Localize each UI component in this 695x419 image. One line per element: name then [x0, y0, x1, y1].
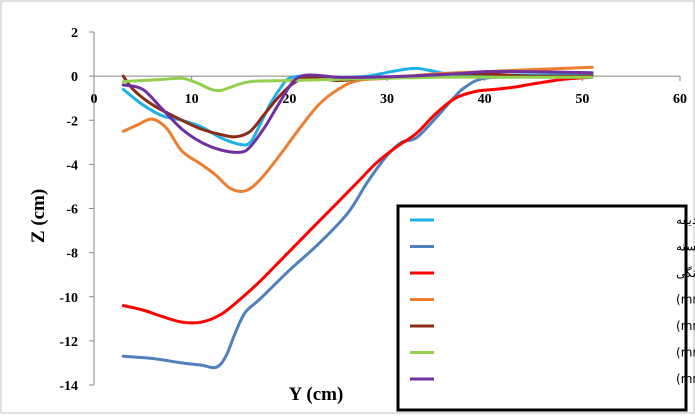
y-tick-label: -8: [66, 247, 78, 262]
series-line-7: [121, 69, 594, 154]
x-tick-label: 20: [282, 92, 296, 107]
legend-box: [396, 204, 688, 412]
legend: مانع باز یک ردیفه مانع بسته مانع توری سنگی…: [396, 204, 695, 412]
legend-label: مانع زیگزاگی دو ردیفه (6 mm): [676, 346, 695, 361]
y-axis-title: Z (cm): [28, 189, 49, 243]
x-tick-label: 60: [673, 92, 687, 107]
legend-label: مانع زیگزاگی دو ردیفه (۲۴ mm): [676, 372, 695, 387]
series-line-6: [121, 75, 594, 93]
y-tick-label: -6: [66, 203, 78, 218]
x-tick-label: 10: [185, 92, 199, 107]
series-line-2: [121, 74, 594, 370]
legend-label: مانع توری سنگی: [676, 266, 695, 281]
y-tick-label: -14: [59, 379, 78, 394]
x-tick-labels: 0102030405060: [91, 92, 688, 107]
x-tick-label: 30: [380, 92, 394, 107]
y-tick-label: -12: [59, 335, 78, 350]
legend-label: مانع بسته: [676, 240, 695, 254]
legend-label: مانع باز یک ردیفه: [676, 213, 695, 228]
x-tick-label: 40: [478, 92, 492, 107]
y-tick-label: 2: [71, 26, 78, 41]
legend-label: مانع در امتدادهم دو ردیفه (۶ mm): [676, 293, 695, 308]
x-axis-title: Y (cm): [289, 384, 344, 405]
series-line-1: [121, 66, 594, 147]
y-tick-label: -2: [66, 114, 78, 129]
y-tick-labels: 2 0 -2 -4 -6 -8 -10 -12 -14: [59, 26, 78, 394]
x-tick-label: 50: [575, 92, 589, 107]
y-tick-label: -10: [59, 291, 78, 306]
y-tick-label: -4: [66, 158, 78, 173]
series-lines: [121, 65, 594, 370]
y-tick-label: 0: [71, 70, 78, 85]
series-line-3: [121, 75, 594, 325]
legend-label: مانع در امتدادهم دو ردیفه (۲۴ mm): [676, 319, 695, 334]
